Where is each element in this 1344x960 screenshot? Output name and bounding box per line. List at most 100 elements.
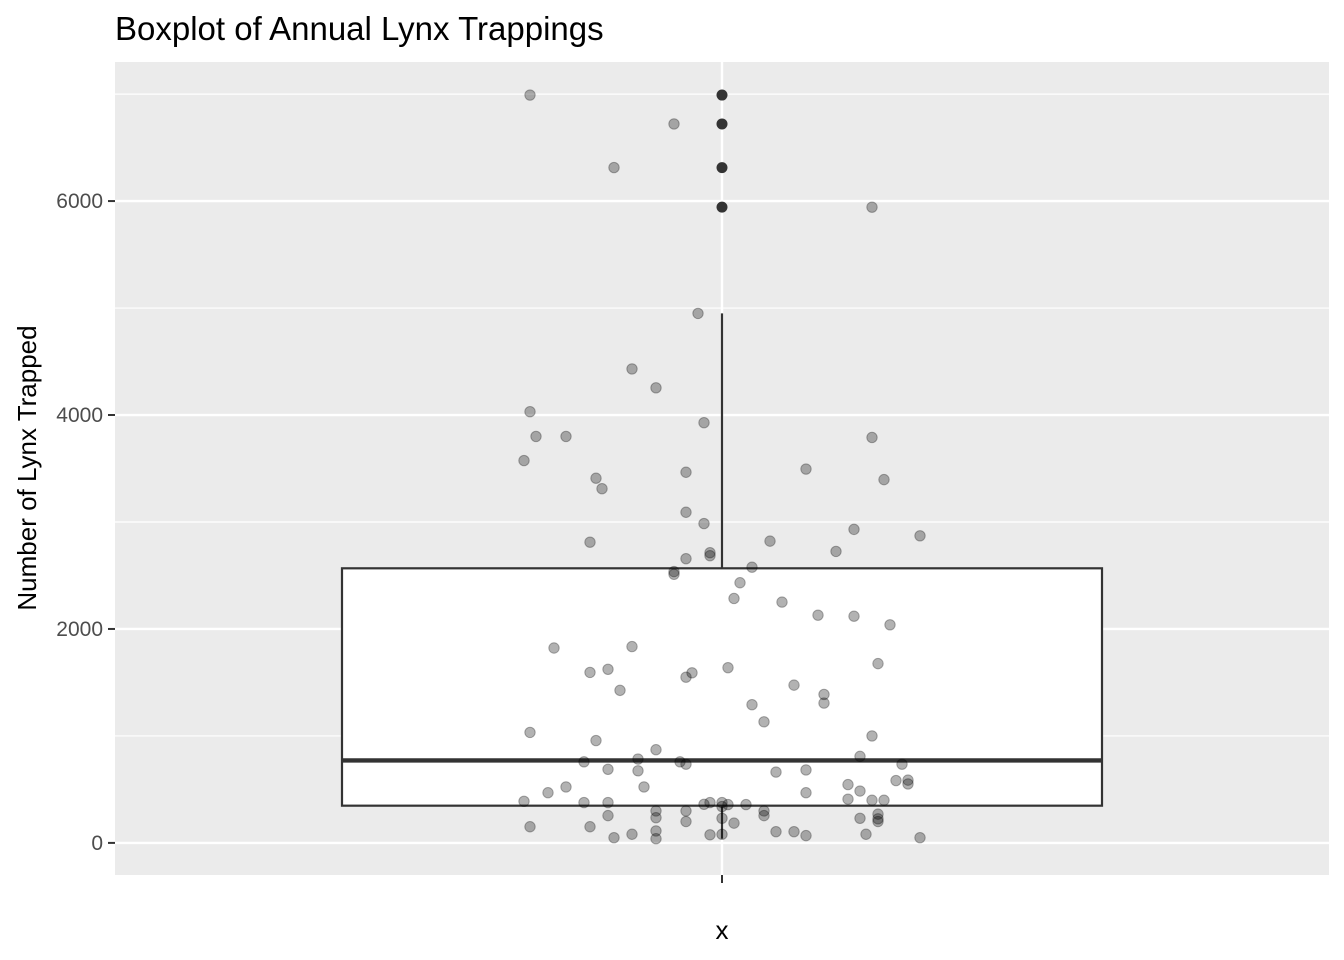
data-point [698,517,710,530]
data-point [590,734,602,747]
data-point [680,506,692,518]
data-point [716,828,728,841]
data-point [746,561,758,573]
axes: 0 2000 4000 6000 x [56,190,728,945]
data-point [788,825,800,838]
data-point [740,798,752,811]
data-point [602,663,614,675]
data-point [800,764,812,776]
data-point [680,805,692,817]
data-point [734,577,746,589]
data-point [668,568,680,580]
data-point [902,774,914,786]
y-tick-label: 4000 [56,404,103,427]
box-iqr [340,567,1104,807]
data-point [902,778,914,790]
data-point [812,609,824,621]
data-point [680,552,692,565]
data-point [854,750,866,763]
data-point [596,483,608,495]
chart-title: Boxplot of Annual Lynx Trappings [115,10,604,47]
data-point [584,821,596,833]
data-point [866,730,878,742]
data-point [758,805,770,817]
data-point [614,684,626,697]
data-point [776,596,788,608]
data-point [650,382,662,394]
data-point [818,697,830,709]
data-point [890,774,902,787]
data-point [866,201,878,213]
data-point [848,610,860,622]
data-point [686,667,698,679]
data-point [800,463,812,475]
data-point [758,716,770,728]
data-point [680,466,692,478]
data-point [854,812,866,825]
data-point [680,815,692,828]
data-point [818,688,830,701]
data-point [872,657,884,670]
data-point [626,828,638,840]
data-point [524,89,536,101]
data-point [872,815,884,828]
data-point [704,796,716,809]
data-point [914,530,926,542]
data-point [872,808,884,820]
data-point [668,118,680,130]
data-point [626,640,638,653]
data-point [650,805,662,817]
data-point [578,796,590,809]
data-point [866,794,878,806]
data-point [650,811,662,824]
data-point [848,523,860,536]
data-point [608,831,620,844]
data-point [680,671,692,683]
data-point [560,430,572,443]
data-point [650,833,662,845]
data-point [722,798,734,811]
data-point [914,831,926,844]
y-tick-label: 6000 [56,190,103,213]
y-tick-label: 0 [91,832,103,855]
data-point [638,781,650,793]
data-point [626,363,638,375]
data-point [878,473,890,486]
data-point [584,666,596,679]
data-point [716,812,728,825]
data-point [854,785,866,797]
data-point [842,778,854,791]
data-point [518,454,530,467]
data-point [602,796,614,809]
data-point [728,592,740,605]
data-point [590,472,602,484]
data-point [650,825,662,837]
data-point [758,809,770,822]
x-tick-label: x [716,915,729,945]
data-point [524,405,536,418]
data-point [680,758,692,770]
data-point [698,798,710,810]
data-point [884,619,896,631]
outlier-point [716,162,728,174]
data-point [716,800,728,813]
data-point [872,813,884,825]
data-point [584,536,596,548]
data-point [602,763,614,776]
data-point [602,809,614,822]
y-axis-title: Number of Lynx Trapped [12,325,42,610]
data-point [560,781,572,793]
data-point [632,753,644,765]
data-point [692,307,704,320]
data-point [704,549,716,562]
box-layer [340,89,1104,839]
data-point [524,821,536,833]
data-point [632,765,644,777]
jitter-points [518,89,926,845]
data-point [788,679,800,691]
data-point [770,766,782,778]
data-point [704,829,716,841]
data-point [746,698,758,711]
data-point [530,430,542,443]
